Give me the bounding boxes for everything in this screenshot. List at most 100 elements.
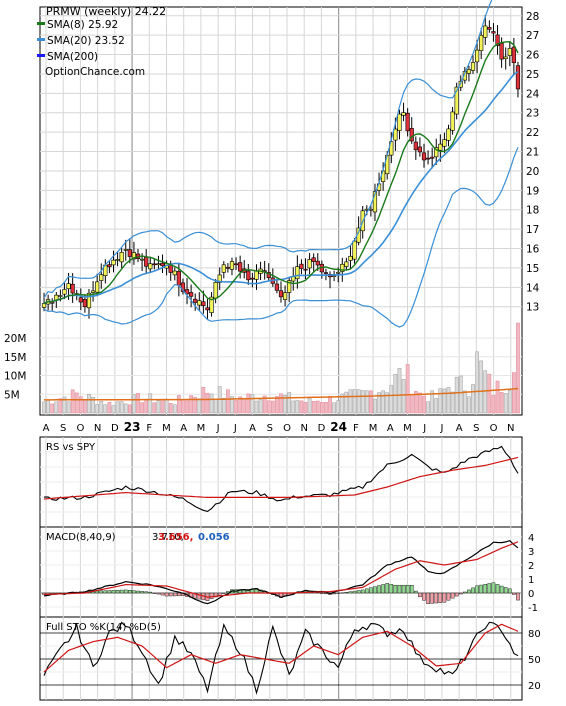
candle-body [189,292,194,297]
sto-panel-frame [39,616,523,701]
macd-histogram-bar [426,592,430,604]
volume-bar [283,394,287,414]
price-tick-label: 24 [526,88,540,100]
candle-body [205,307,210,311]
volume-bar [454,376,459,414]
price-tick-label: 15 [526,263,539,275]
x-tick-label: M [369,423,378,434]
candle-body [332,275,337,277]
volume-tick-label: 15M [4,352,26,364]
volume-bar [66,401,71,414]
volume-bar [262,395,267,414]
volume-bar [430,390,435,414]
volume-bar [287,392,292,414]
macd-histogram-bar [103,590,108,594]
candle-body [405,112,410,132]
sto-k-line [43,621,519,695]
candle-body [466,69,472,74]
volume-bar [446,387,451,414]
price-tick-label: 13 [526,302,539,314]
volume-bar [136,393,140,414]
volume-bar [95,404,100,414]
price-tick-label: 22 [526,127,539,139]
volume-bar [475,351,479,414]
candle-body [193,298,198,303]
candle-body [479,35,484,51]
candle-body [221,264,226,273]
candle-body [238,262,243,272]
volume-bar [405,364,410,414]
macd-histogram-bar [389,584,394,594]
macd-histogram-bar [385,583,390,594]
volume-bar [103,404,108,414]
x-tick-label: A [180,423,187,434]
volume-bar [242,398,247,414]
macd-signal-value: 3.656, [158,532,193,543]
volume-bar [385,392,390,414]
x-tick-label: D [318,423,326,434]
volume-bar [303,402,308,414]
volume-bar [213,399,218,414]
macd-hist-value: 0.056 [198,532,230,543]
macd-histogram-bar [405,585,410,594]
price-tick-label: 14 [526,282,540,294]
volume-tick-label: 20M [4,333,26,345]
volume-bar [401,379,406,414]
x-tick-label: A [249,423,256,434]
volume-tick-label: 5M [4,389,20,401]
volume-bar [119,401,124,414]
macd-histogram-bar [479,584,483,594]
rs-line [43,445,519,512]
candle-body [352,240,357,260]
volume-bar [181,399,185,414]
price-tick-label: 20 [526,166,539,178]
candle-body [139,258,145,261]
candle-body [323,272,329,274]
macd-histogram-bar [132,590,136,594]
volume-bar [397,368,402,414]
volume-bar [140,402,144,414]
macd-histogram-bar [136,590,140,594]
volume-sma-line [44,387,519,401]
macd-histogram-bar [438,592,443,603]
candle-body [425,157,431,160]
volume-bar [270,400,275,414]
grid [39,6,523,701]
volume-bar [62,396,67,414]
candle-body [295,266,300,280]
candle-body [344,261,349,267]
macd-histogram-bar [450,592,455,599]
volume-bar [320,402,324,414]
x-tick-label: O [490,423,498,434]
volume-bar [450,391,455,414]
macd-histogram-bar [409,585,414,594]
candle-body [176,271,181,286]
sto-tick-label: 20 [528,681,541,692]
volume-bar [115,401,120,414]
candle-body [307,259,312,269]
x-tick-label: J [422,423,426,434]
volume-bar [152,402,157,414]
macd-histogram-bar [512,592,516,595]
candle-body [475,49,480,63]
legend-sma200: SMA(200) [47,51,98,63]
candle-body [348,255,353,261]
x-tick-label: F [146,423,152,434]
macd-histogram-bar [152,592,157,594]
candle-body [172,270,177,276]
volume-bar [311,401,316,414]
macd-histogram-bar [414,590,418,594]
candle-body [250,277,255,280]
macd-histogram-bar [99,590,104,594]
macd-histogram-bar [209,592,214,600]
macd-signal-line [43,541,519,598]
macd-histogram-bar [475,585,479,594]
candle-body [152,263,157,266]
macd-histogram-bar [119,589,124,594]
volume-bar [127,404,132,414]
macd-histogram-bar [364,588,369,594]
volume-bar [42,401,46,414]
volume-bar [422,395,426,414]
price-tick-label: 21 [526,147,539,159]
macd-histogram-bar [483,584,488,594]
